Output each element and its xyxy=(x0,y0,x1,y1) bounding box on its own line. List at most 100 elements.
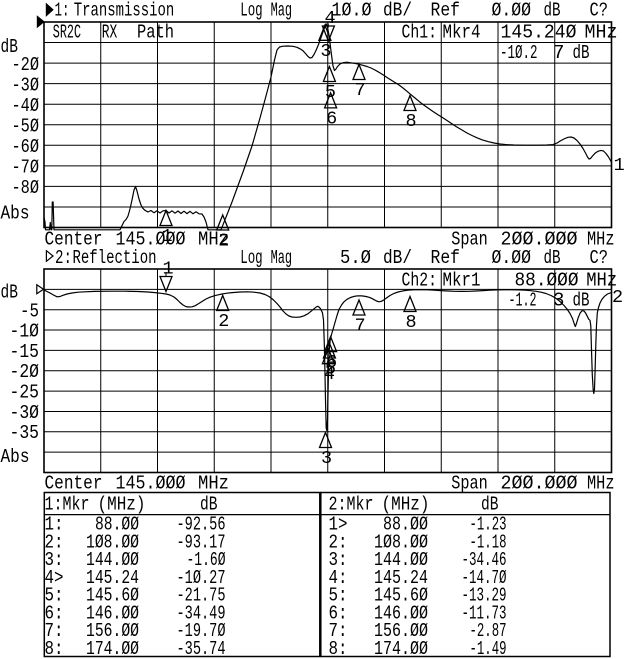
svg-text:MHz: MHz xyxy=(587,473,615,495)
svg-text:1:: 1: xyxy=(45,514,64,536)
svg-text:(MHz): (MHz) xyxy=(382,494,430,516)
svg-text:dB: dB xyxy=(544,0,561,22)
svg-text:-4Ø: -4Ø xyxy=(12,95,40,117)
svg-text:-1.23: -1.23 xyxy=(470,514,507,536)
svg-text:2ØØ.ØØØ: 2ØØ.ØØØ xyxy=(501,473,578,495)
svg-text:MHz: MHz xyxy=(585,22,618,44)
svg-text:5.Ø: 5.Ø xyxy=(340,247,371,269)
svg-text:6:: 6: xyxy=(45,602,64,624)
svg-text:8:: 8: xyxy=(45,638,64,659)
svg-text:88.ØØØ: 88.ØØØ xyxy=(515,270,579,292)
svg-text:3:: 3: xyxy=(45,549,64,571)
svg-text:7:: 7: xyxy=(45,620,64,642)
svg-text:1:Mkr: 1:Mkr xyxy=(45,494,90,516)
svg-text:1Ø8.ØØ: 1Ø8.ØØ xyxy=(374,531,428,553)
svg-text:88.ØØ: 88.ØØ xyxy=(95,514,139,536)
svg-text:-1.6Ø: -1.6Ø xyxy=(187,549,226,571)
svg-text:-21.75: -21.75 xyxy=(177,585,226,607)
svg-text:4:: 4: xyxy=(329,567,348,589)
svg-text:145.24: 145.24 xyxy=(374,567,428,589)
svg-text:3: 3 xyxy=(321,448,332,469)
svg-text:SR2C: SR2C xyxy=(53,22,81,44)
svg-text:8: 8 xyxy=(406,111,417,132)
svg-text:-5Ø: -5Ø xyxy=(12,116,40,138)
svg-text:146.ØØ: 146.ØØ xyxy=(86,602,139,624)
svg-text:dB: dB xyxy=(544,247,561,269)
svg-text:8: 8 xyxy=(406,312,417,333)
svg-text:-6Ø: -6Ø xyxy=(12,136,40,158)
svg-text:2: 2 xyxy=(218,311,229,332)
svg-text:174.ØØ: 174.ØØ xyxy=(374,638,428,659)
svg-text:MHz: MHz xyxy=(586,270,617,292)
svg-text:Path: Path xyxy=(137,22,174,44)
svg-text:-92.56: -92.56 xyxy=(177,514,226,536)
svg-text:-93.17: -93.17 xyxy=(177,531,226,553)
svg-text:C?: C? xyxy=(590,0,609,22)
svg-text:-1Ø.27: -1Ø.27 xyxy=(177,567,226,589)
svg-text:Span: Span xyxy=(451,473,488,495)
svg-text:MHz: MHz xyxy=(587,229,615,251)
svg-text:145.6Ø: 145.6Ø xyxy=(86,585,139,607)
svg-text:1Ø.Ø: 1Ø.Ø xyxy=(332,0,372,22)
svg-text:1>: 1> xyxy=(329,514,348,536)
svg-text:Center: Center xyxy=(45,229,103,251)
svg-text:3:: 3: xyxy=(329,549,348,571)
svg-text:Abs: Abs xyxy=(1,203,30,225)
svg-text:Ø.ØØ: Ø.ØØ xyxy=(492,247,532,269)
svg-text:5: 5 xyxy=(325,359,336,380)
svg-text:7:: 7: xyxy=(329,620,348,642)
svg-text:Mkr1: Mkr1 xyxy=(443,270,481,292)
svg-text:2:: 2: xyxy=(55,247,72,269)
svg-text:145.ØØØ: 145.ØØØ xyxy=(116,473,186,495)
svg-text:-3Ø: -3Ø xyxy=(12,75,40,97)
svg-text:156.ØØ: 156.ØØ xyxy=(374,620,428,642)
svg-text:2: 2 xyxy=(218,231,229,252)
svg-text:-25: -25 xyxy=(10,382,40,404)
svg-text:Abs: Abs xyxy=(1,446,30,468)
svg-text:144.ØØ: 144.ØØ xyxy=(86,549,139,571)
svg-text:dB: dB xyxy=(573,42,590,64)
svg-text:144.ØØ: 144.ØØ xyxy=(374,549,428,571)
svg-text:RX: RX xyxy=(102,22,118,44)
svg-text:Mag: Mag xyxy=(271,247,293,269)
svg-text:5:: 5: xyxy=(45,585,64,607)
svg-text:2: 2 xyxy=(612,287,623,308)
svg-text:Ref: Ref xyxy=(431,0,461,22)
svg-text:2:: 2: xyxy=(329,531,348,553)
svg-text:-1Ø.2: -1Ø.2 xyxy=(500,42,538,64)
svg-text:Transmission: Transmission xyxy=(74,0,175,22)
svg-text:1: 1 xyxy=(163,259,174,280)
svg-text:8:: 8: xyxy=(329,638,348,659)
svg-text:-15: -15 xyxy=(10,341,40,363)
svg-text:MHz: MHz xyxy=(198,473,229,495)
svg-text:-8Ø: -8Ø xyxy=(12,177,40,199)
svg-text:-1.2: -1.2 xyxy=(509,290,537,312)
svg-text:-1.18: -1.18 xyxy=(470,531,507,553)
svg-text:7: 7 xyxy=(553,42,564,64)
svg-text:-1.49: -1.49 xyxy=(470,638,507,659)
svg-text:1:: 1: xyxy=(55,0,70,22)
svg-text:145.24: 145.24 xyxy=(86,567,139,589)
svg-text:156.ØØ: 156.ØØ xyxy=(86,620,139,642)
svg-text:dB/: dB/ xyxy=(383,247,412,269)
svg-text:-2Ø: -2Ø xyxy=(12,54,40,76)
svg-text:dB: dB xyxy=(481,494,499,516)
svg-text:Log: Log xyxy=(240,247,263,269)
svg-text:Center: Center xyxy=(45,473,103,495)
svg-text:6: 6 xyxy=(326,352,337,373)
svg-text:7: 7 xyxy=(355,316,366,337)
svg-text:-2Ø: -2Ø xyxy=(10,361,40,383)
svg-text:145.24Ø: 145.24Ø xyxy=(501,22,577,44)
svg-text:dB/: dB/ xyxy=(383,0,412,22)
svg-text:-1Ø: -1Ø xyxy=(10,321,40,343)
svg-text:4: 4 xyxy=(324,364,335,385)
svg-text:Span: Span xyxy=(451,229,488,251)
svg-text:Mkr4: Mkr4 xyxy=(443,22,481,44)
svg-text:7: 7 xyxy=(355,80,366,101)
svg-text:3: 3 xyxy=(320,41,331,62)
svg-text:4>: 4> xyxy=(45,567,64,589)
svg-text:-7Ø: -7Ø xyxy=(12,157,40,179)
svg-text:Mag: Mag xyxy=(271,0,293,22)
svg-text:-35: -35 xyxy=(10,422,40,444)
svg-text:Ø.ØØ: Ø.ØØ xyxy=(492,0,532,22)
